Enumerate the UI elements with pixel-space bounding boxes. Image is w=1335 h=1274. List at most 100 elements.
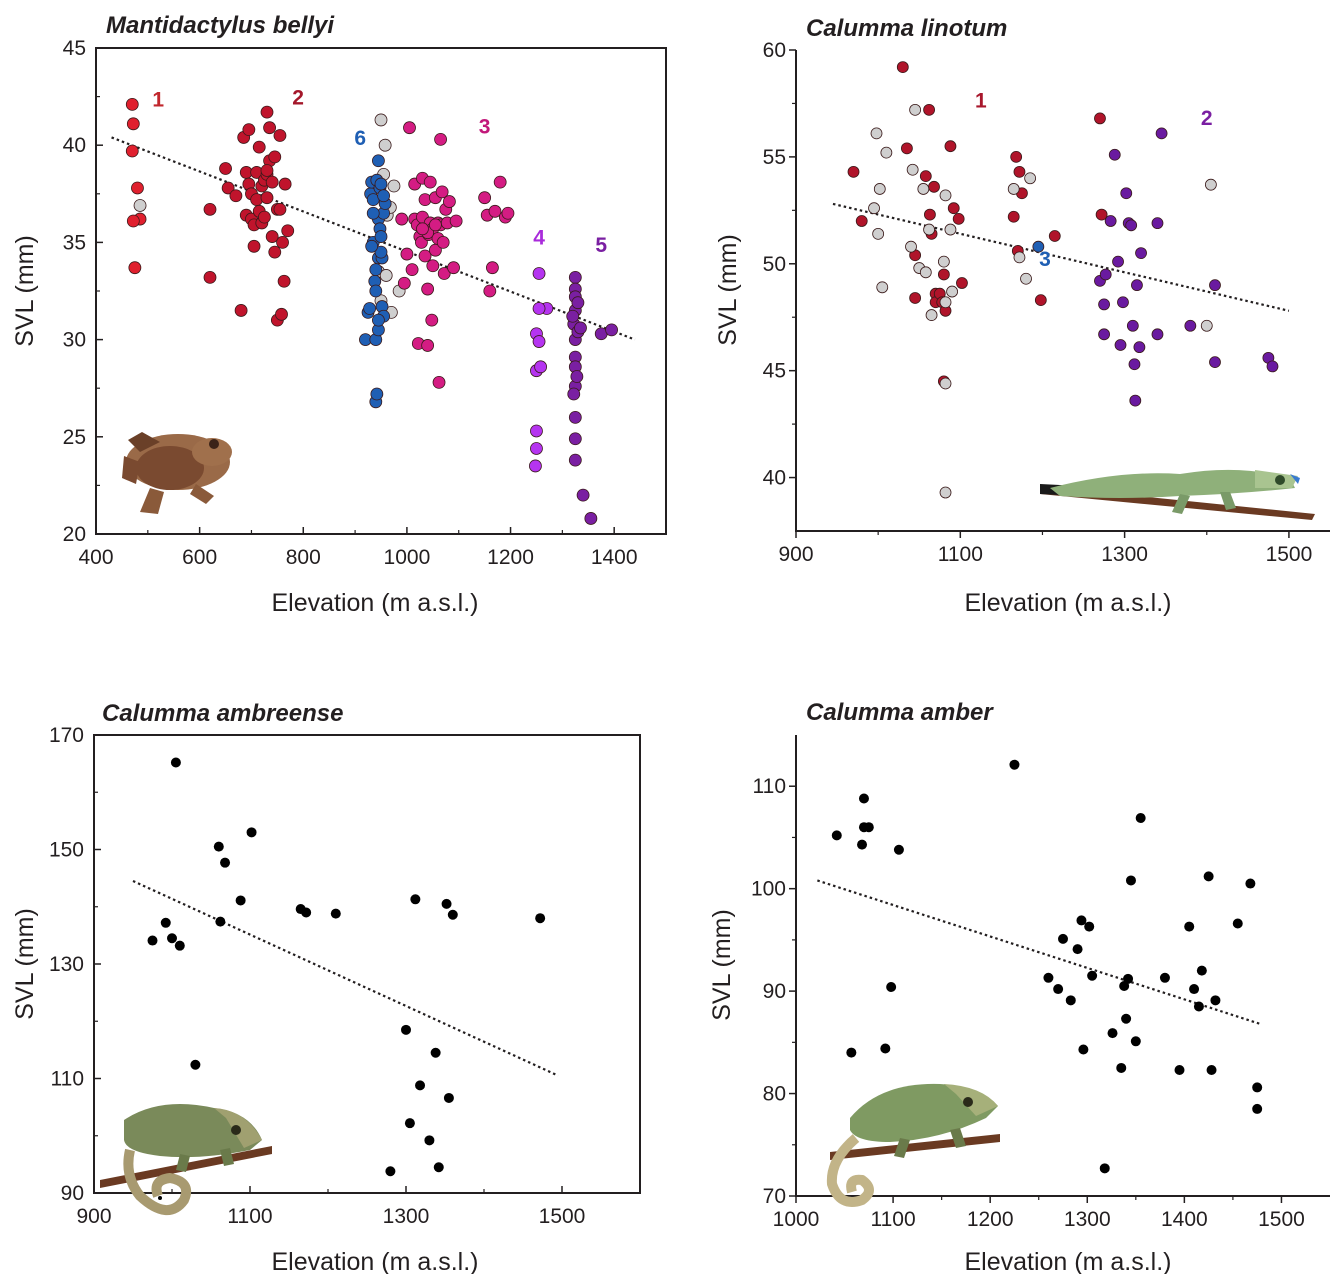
data-point xyxy=(260,191,274,205)
data-point xyxy=(418,193,432,207)
data-point xyxy=(1121,1013,1132,1024)
y-tick-label: 150 xyxy=(49,839,84,862)
data-point xyxy=(418,249,432,263)
data-point xyxy=(532,335,546,348)
data-point xyxy=(534,360,547,374)
data-point xyxy=(190,1059,201,1070)
data-point xyxy=(566,309,580,323)
group-label: 2 xyxy=(292,86,304,109)
data-point xyxy=(421,282,435,296)
x-tick-label: 1000 xyxy=(773,1208,820,1231)
group-label: 2 xyxy=(1201,107,1213,130)
data-point xyxy=(952,212,965,225)
x-tick-label: 1200 xyxy=(967,1208,1014,1231)
data-point xyxy=(1009,759,1020,770)
data-point xyxy=(1189,984,1200,995)
x-tick-label: 1100 xyxy=(871,1208,916,1231)
data-point xyxy=(405,263,419,277)
data-point xyxy=(273,129,287,142)
data-point xyxy=(574,321,587,335)
data-point xyxy=(147,935,158,946)
data-point xyxy=(403,121,416,135)
x-tick-label: 1000 xyxy=(384,546,431,569)
data-point xyxy=(1135,812,1146,823)
data-point xyxy=(1131,279,1143,292)
data-point xyxy=(1151,328,1164,341)
data-point xyxy=(873,183,886,195)
data-point xyxy=(370,387,384,401)
data-point xyxy=(128,261,142,275)
data-point xyxy=(937,255,950,268)
y-tick-label: 30 xyxy=(63,329,86,352)
data-point xyxy=(250,193,264,207)
data-point xyxy=(258,210,271,224)
chart-title: Calumma ambreense xyxy=(102,700,343,727)
data-point xyxy=(1151,217,1164,230)
data-point xyxy=(421,339,435,352)
data-point xyxy=(260,164,274,177)
y-tick-label: 80 xyxy=(763,1083,786,1106)
data-point xyxy=(330,908,341,919)
data-point xyxy=(447,261,460,275)
x-axis-label: Elevation (m a.s.l.) xyxy=(964,589,1171,617)
data-point xyxy=(568,270,582,284)
data-point xyxy=(235,895,246,906)
data-point xyxy=(378,138,392,152)
data-point xyxy=(880,146,893,159)
data-point xyxy=(928,180,940,193)
data-point xyxy=(872,227,885,240)
data-point xyxy=(401,1024,411,1035)
data-point xyxy=(276,235,289,249)
data-point xyxy=(917,183,930,195)
data-point xyxy=(434,132,447,146)
group-label: 1 xyxy=(152,88,164,111)
data-point xyxy=(924,208,936,221)
data-point xyxy=(1087,970,1098,981)
data-point xyxy=(1098,328,1110,341)
data-point xyxy=(1200,319,1213,332)
panel-calumma-linotum: Calumma linotum 900 1100 1300 1500 40 45 50 55 6… xyxy=(714,15,1330,617)
data-point xyxy=(919,266,932,279)
data-point xyxy=(532,267,546,280)
data-point xyxy=(1084,921,1095,932)
data-point xyxy=(372,313,385,327)
data-point xyxy=(1184,319,1197,332)
data-point xyxy=(576,488,590,502)
data-point xyxy=(483,284,497,298)
data-point xyxy=(1174,1064,1185,1075)
data-point xyxy=(1266,360,1279,373)
data-point xyxy=(275,307,288,321)
data-point xyxy=(1193,1001,1204,1012)
x-tick-label: 600 xyxy=(182,546,217,569)
y-tick-label: 55 xyxy=(763,146,786,169)
x-tick-label: 1200 xyxy=(487,546,534,569)
trendline xyxy=(817,879,1261,1025)
data-point xyxy=(1232,918,1243,929)
data-point xyxy=(1053,984,1064,995)
data-point xyxy=(170,757,181,768)
data-point xyxy=(1032,240,1045,253)
data-point xyxy=(1007,183,1020,195)
data-point xyxy=(1159,972,1170,983)
panel-mantidactylus-bellyi: Mantidactylus bellyi 400 600 800 1000 1200 14… xyxy=(11,12,667,617)
data-point xyxy=(909,103,922,116)
plot-frame xyxy=(795,50,1330,532)
data-point xyxy=(442,195,456,208)
trendline xyxy=(132,879,559,1077)
trend-line xyxy=(832,202,1290,312)
data-point xyxy=(1184,921,1195,932)
y-tick-label: 20 xyxy=(63,523,86,546)
data-point xyxy=(1126,319,1139,332)
data-point xyxy=(1058,933,1068,944)
data-points xyxy=(125,97,618,525)
data-point xyxy=(1245,878,1256,889)
data-point xyxy=(252,140,266,154)
data-point xyxy=(530,424,543,438)
data-point xyxy=(277,274,291,288)
trendline xyxy=(832,202,1290,312)
data-point xyxy=(441,898,452,909)
panel-calumma-ambreense: Calumma ambreense 900 1100 1300 1500 90 110 13… xyxy=(11,700,641,1274)
x-axis-label: Elevation (m a.s.l.) xyxy=(964,1248,1171,1274)
data-point xyxy=(1135,247,1147,259)
